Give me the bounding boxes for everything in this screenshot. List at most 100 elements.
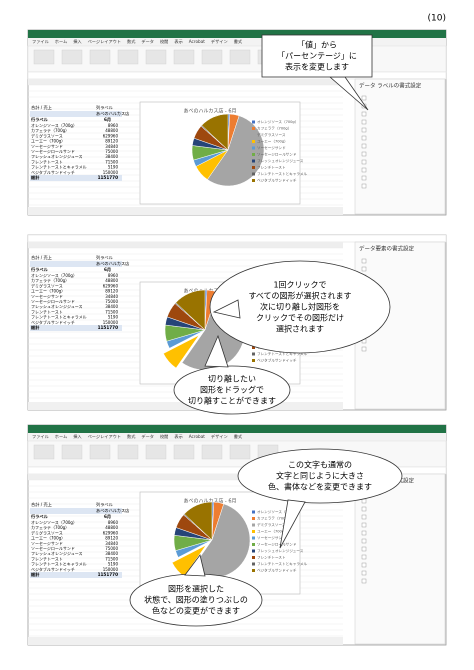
ribbon-button [201,49,223,65]
table-total-label: 総計 [31,324,40,331]
table-value: 89120 [105,289,118,294]
table-value: 5190 [108,315,119,320]
table-month: 6月 [104,266,111,273]
formula-bar [27,234,447,243]
ribbon-button [173,444,195,460]
ribbon-tab: データ [141,38,154,45]
table-item: オレンジソース（700g） [31,123,77,128]
ribbon-tab: ファイル [32,434,49,440]
callout-tail [204,334,229,368]
legend-swatch [252,569,255,572]
ribbon-tab: 校閲 [160,38,168,45]
ribbon-button [229,49,251,65]
table-item: カフェラテ（700g） [31,524,69,530]
callout-text: 選択されます [276,324,324,334]
ribbon-tab: 書式 [234,38,243,45]
ribbon-button [117,444,139,460]
legend-swatch [252,166,255,169]
table-store: あべのハルカス店 [96,507,129,514]
pane-option [361,570,367,576]
legend-entry: オレンジソース（700g） [257,509,298,514]
table-value: 629960 [103,283,119,288]
ribbon-tab: 挿入 [73,38,82,45]
pane-option [361,159,367,165]
table-row-label: 行ラベル [30,513,49,520]
callout-text: 図形をドラッグで [200,385,264,395]
callout-tail [212,299,241,319]
chart-title: あべのハルカス店 - 6月 [183,108,236,115]
table-month: 6月 [104,513,111,520]
table-value: 629960 [103,530,119,535]
legend-entry: ソーセージロールサンド [257,542,297,547]
callout-text: 切り離すことができます [188,396,276,406]
callout [173,365,291,415]
title-bar [28,30,446,38]
table-value: 48800 [105,525,118,530]
pie-slice [201,113,229,151]
ribbon-tab: ホーム [55,39,67,44]
callout-text: 色、書体などを変更できます [268,482,372,492]
table-item: カフェラテ（700g） [31,277,69,283]
table-corner: 合計 / 売上 [31,104,52,111]
table-row-label: 行ラベル [30,266,49,273]
table-item: デミグラスソース [31,282,63,288]
pane-option [361,111,367,117]
ribbon-button [145,444,167,460]
legend-swatch [252,352,255,356]
pane-option [361,175,367,181]
pane-option [361,135,367,141]
table-col-label: 列ラベル [96,501,113,508]
title-bar [28,425,446,433]
pane-option [361,167,367,173]
table-month: 6月 [104,116,111,123]
pane-option [361,183,367,189]
legend-entry: ベジタブルサンドイッチ [257,178,297,183]
pie-slice [175,289,206,331]
table-item: フレッシュオレンジジュース [31,551,83,556]
callout-text: 次に切り離し対図形を [260,302,340,312]
legend-swatch [252,556,255,559]
table-value: 629960 [103,133,119,138]
tab-row [28,433,446,441]
table-item: ソーセージロールサンド [31,299,75,304]
ribbon-button [33,444,55,460]
ribbon-tab: 表示 [174,38,182,45]
table-value: 89120 [105,139,118,144]
callout-text: 色などの変更ができます [152,606,240,616]
chart-title: あべのハルカス店 - 6月 [183,498,236,505]
table-value: 150000 [103,170,119,175]
pane-option [361,554,367,560]
ribbon-tab: Acrobat [189,434,206,439]
table-total-label: 総計 [31,571,40,578]
callout-text: この文字も通常の [288,460,352,470]
callout [261,34,373,78]
table-item: フレンチトーストとキャラメル [31,164,87,170]
table-item: フレッシュオレンジジュース [31,154,83,159]
format-pane [354,473,446,645]
table-item: オレンジソース（700g） [31,520,77,525]
column-header [28,79,343,85]
ribbon-tab: Acrobat [189,39,206,44]
ribbon-tab: ホーム [55,434,67,439]
legend-swatch [252,179,255,182]
pane-option [361,127,367,133]
table-col-label: 列ラベル [96,254,113,261]
table-value: 89120 [105,536,118,541]
table-item: フレッシュオレンジジュース [31,304,83,309]
legend-swatch [252,133,255,137]
ribbon-button [61,444,83,460]
table-item: ユーエー（700g） [31,289,65,294]
legend-swatch [252,146,255,150]
ribbon-tab: 書式 [234,433,243,440]
pane-option [361,546,367,552]
table-item: ユーエー（700g） [31,139,65,144]
legend-swatch [252,346,255,349]
ribbon-button [89,49,111,65]
ribbon-tab: デザイン [211,433,228,440]
legend-entry: デミグラスソース [257,522,286,527]
table-value: 75000 [105,546,118,551]
table-item: フレンチトースト [31,159,63,164]
callout [237,448,403,504]
column-header [28,242,343,248]
